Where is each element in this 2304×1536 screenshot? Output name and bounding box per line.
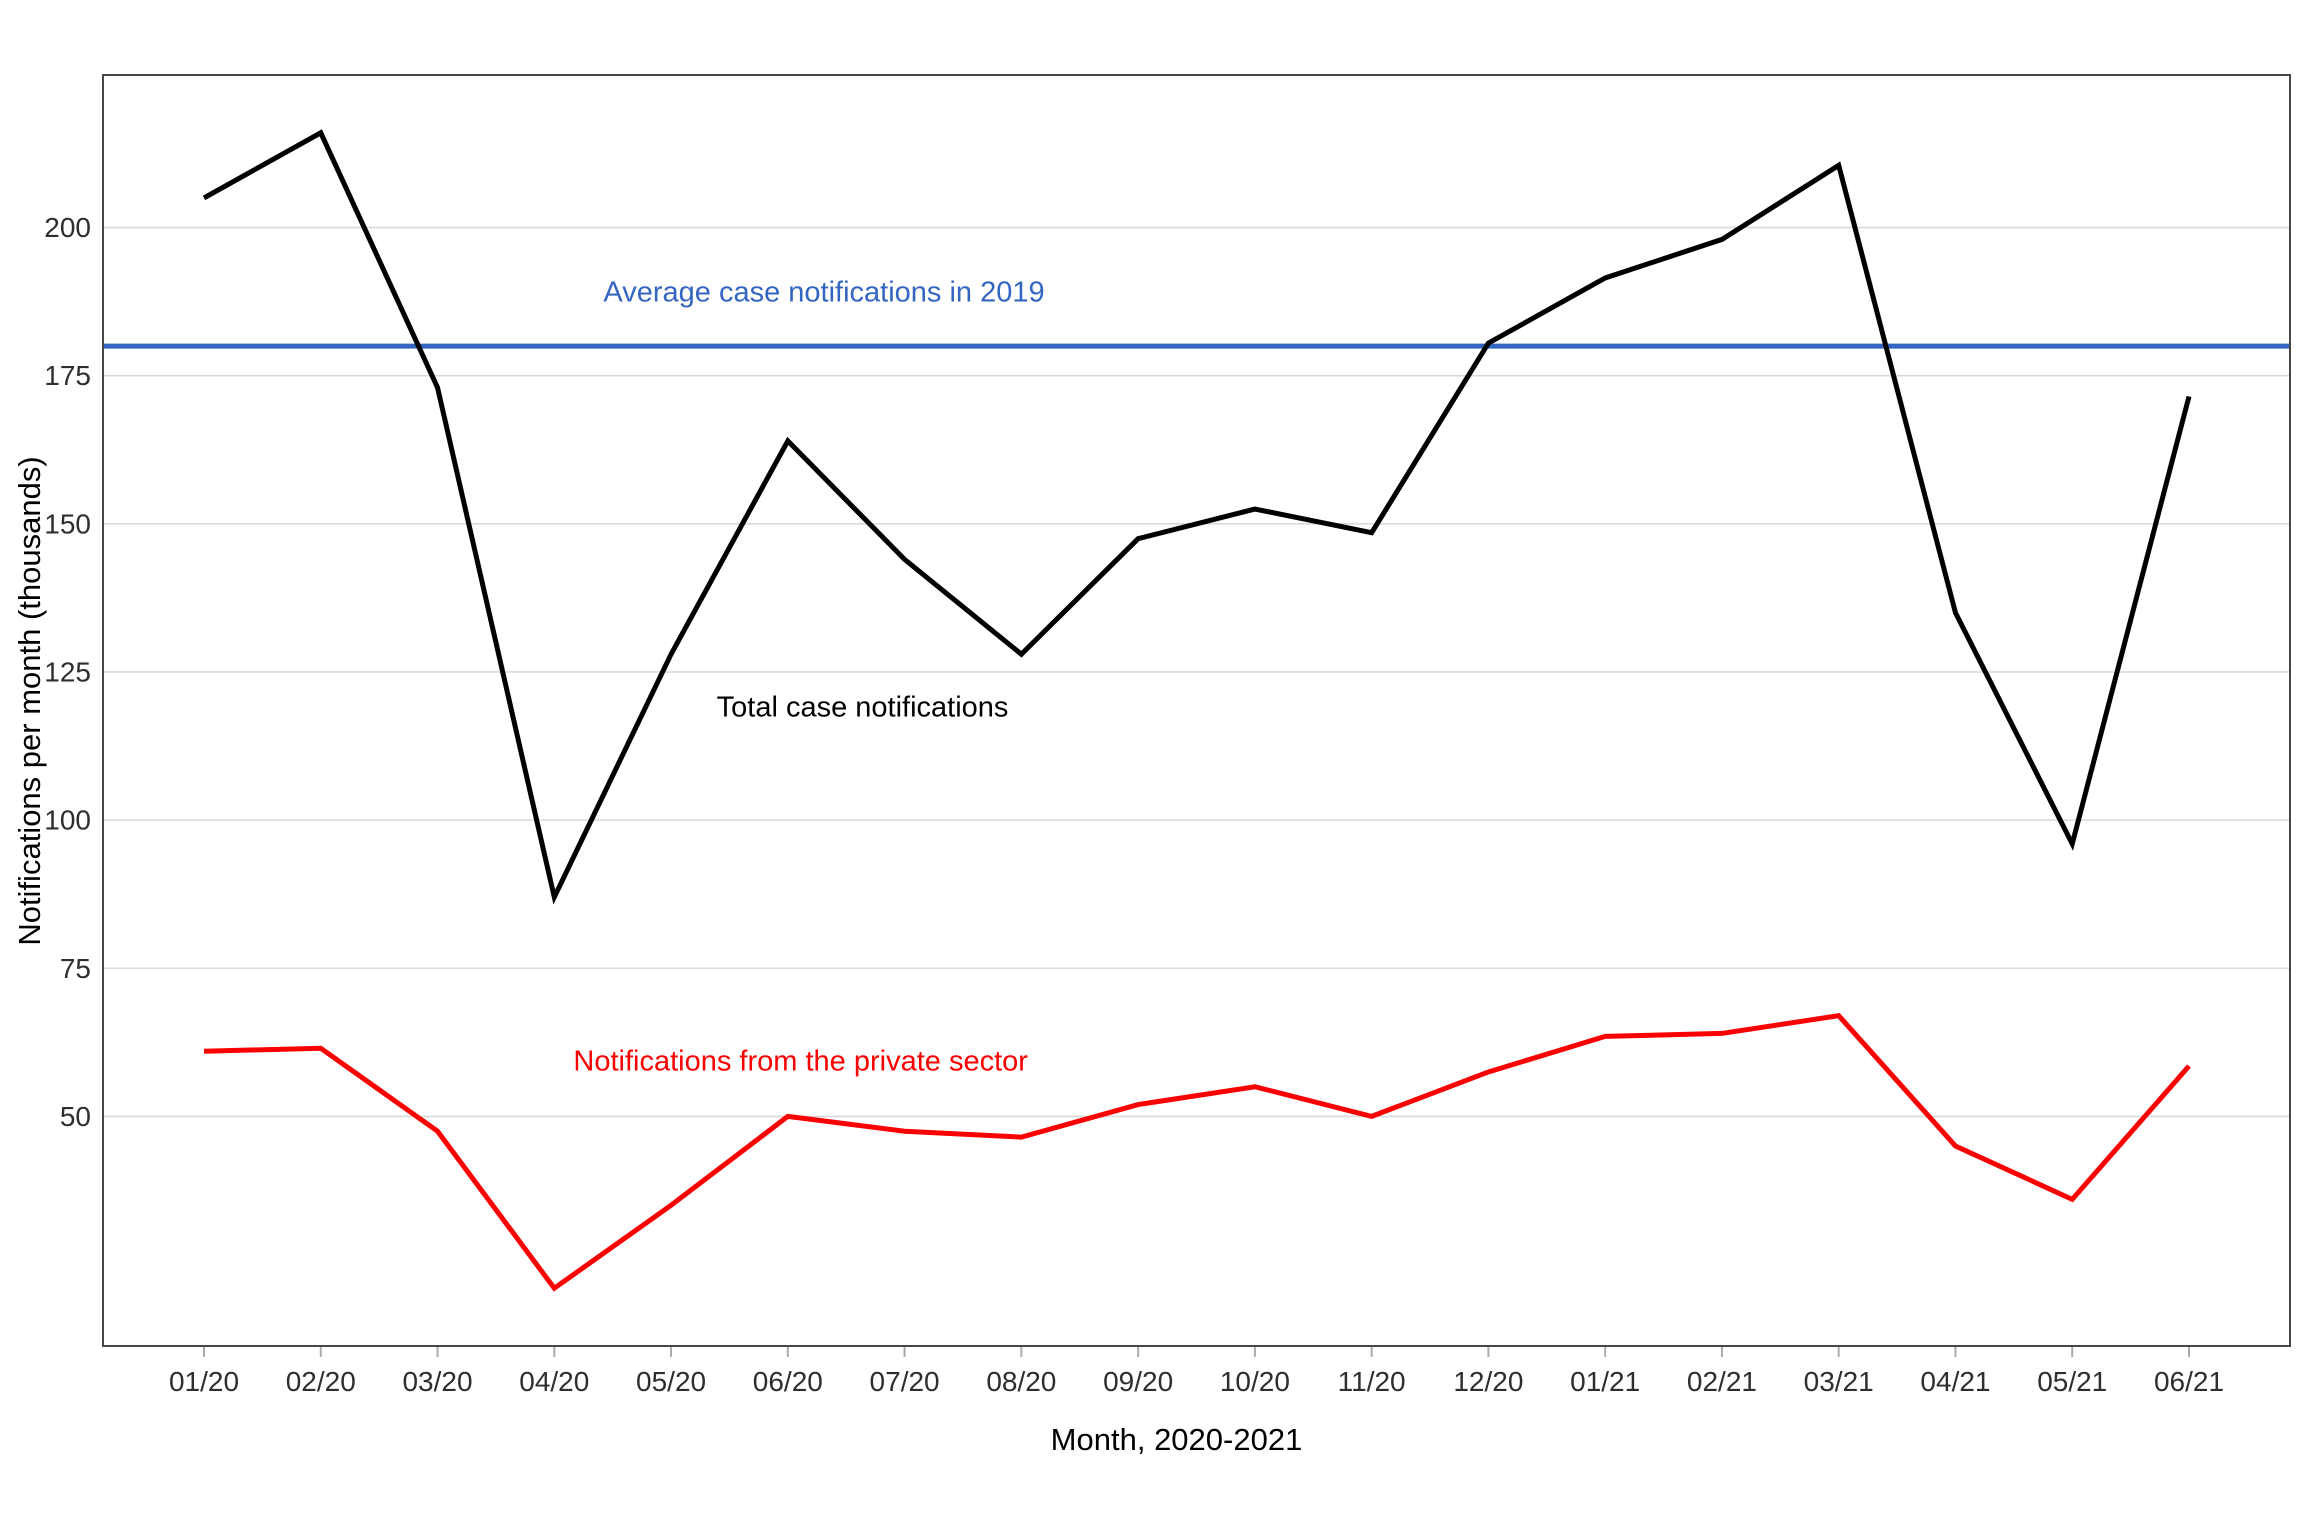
y-tick-label: 125 <box>44 656 91 687</box>
y-tick-label: 75 <box>60 953 91 984</box>
annotation-average-2019: Average case notifications in 2019 <box>603 276 1045 309</box>
x-tick-label: 05/20 <box>636 1366 706 1397</box>
x-tick-label: 04/21 <box>1920 1366 1990 1397</box>
x-tick-label: 01/21 <box>1570 1366 1640 1397</box>
x-tick-label: 07/20 <box>870 1366 940 1397</box>
annotation-total-case-notifications: Total case notifications <box>716 691 1009 724</box>
series-line-0 <box>202 129 2192 905</box>
y-tick-label: 100 <box>44 805 91 836</box>
x-tick-label: 03/21 <box>1804 1366 1874 1397</box>
x-tick-label: 01/20 <box>169 1366 239 1397</box>
y-tick-label: 50 <box>60 1101 91 1132</box>
x-tick-label: 05/21 <box>2037 1366 2107 1397</box>
series-line-1 <box>203 1012 2191 1292</box>
y-tick-label: 200 <box>44 212 91 243</box>
y-axis-title: Notifications per month (thousands) <box>12 455 47 946</box>
y-tick-label: 150 <box>44 508 91 539</box>
x-axis-title: Month, 2020-2021 <box>1050 1422 1303 1457</box>
y-tick-label: 175 <box>44 360 91 391</box>
x-tick-label: 11/20 <box>1338 1366 1406 1397</box>
panel-border <box>102 74 2291 1347</box>
x-tick-label: 06/20 <box>753 1366 823 1397</box>
x-tick-label: 04/20 <box>519 1366 589 1397</box>
x-tick-label: 08/20 <box>986 1366 1056 1397</box>
x-tick-label: 02/21 <box>1687 1366 1757 1397</box>
x-tick-label: 02/20 <box>286 1366 356 1397</box>
annotation-private-sector: Notifications from the private sector <box>573 1045 1028 1078</box>
x-tick-label: 10/20 <box>1220 1366 1290 1397</box>
x-tick-label: 09/20 <box>1103 1366 1173 1397</box>
x-tick-label: 03/20 <box>402 1366 472 1397</box>
x-tick-label: 06/21 <box>2154 1366 2224 1397</box>
x-tick-label: 12/20 <box>1453 1366 1523 1397</box>
